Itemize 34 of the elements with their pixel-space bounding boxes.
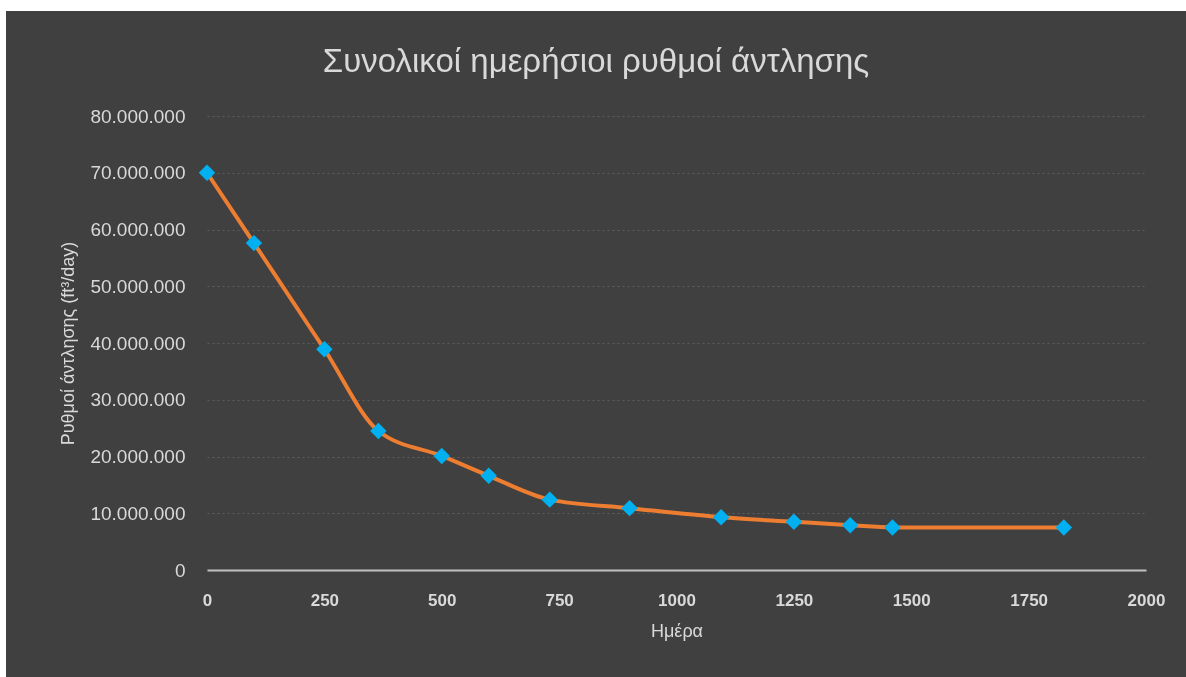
y-tick-label: 60.000.000 bbox=[90, 219, 186, 240]
y-tick-label: 20.000.000 bbox=[90, 446, 186, 467]
point bbox=[1055, 519, 1073, 536]
point bbox=[245, 234, 263, 252]
y-tick-label: 30.000.000 bbox=[90, 389, 186, 411]
x-tick-label: 1500 bbox=[892, 590, 931, 610]
x-tick-label: 0 bbox=[202, 590, 213, 610]
point bbox=[316, 341, 333, 358]
x-tick-label: 500 bbox=[428, 590, 457, 610]
point bbox=[842, 516, 859, 534]
x-tick-label: 750 bbox=[545, 590, 574, 610]
y-axis-title: Ρυθμοί άντλησης (ft³/day) bbox=[58, 241, 79, 446]
x-tick-label: 1250 bbox=[775, 590, 814, 610]
y-tick-label: 70.000.000 bbox=[90, 162, 186, 184]
point bbox=[712, 509, 730, 526]
point bbox=[621, 499, 638, 517]
y-tick-label: 10.000.000 bbox=[90, 502, 186, 524]
y-tick-label: 0 bbox=[174, 559, 186, 581]
x-tick-label: 250 bbox=[310, 590, 340, 610]
point bbox=[433, 447, 450, 465]
point bbox=[198, 164, 216, 181]
x-tick-label: 1000 bbox=[658, 590, 696, 610]
x-axis-title: Ημέρα bbox=[650, 620, 704, 641]
point bbox=[480, 467, 497, 485]
y-tick-label: 80.000.000 bbox=[90, 105, 186, 127]
chart-title: Συνολικοί ημερήσιοι ρυθμοί άντλησης bbox=[322, 42, 870, 79]
y-tick-label: 50.000.000 bbox=[90, 275, 186, 297]
point bbox=[884, 519, 901, 536]
x-tick-label: 2000 bbox=[1127, 590, 1166, 610]
point bbox=[370, 422, 387, 440]
y-tick-label: 40.000.000 bbox=[90, 332, 186, 354]
point bbox=[541, 491, 558, 508]
x-tick-label: 1750 bbox=[1010, 590, 1049, 610]
point bbox=[785, 513, 803, 530]
